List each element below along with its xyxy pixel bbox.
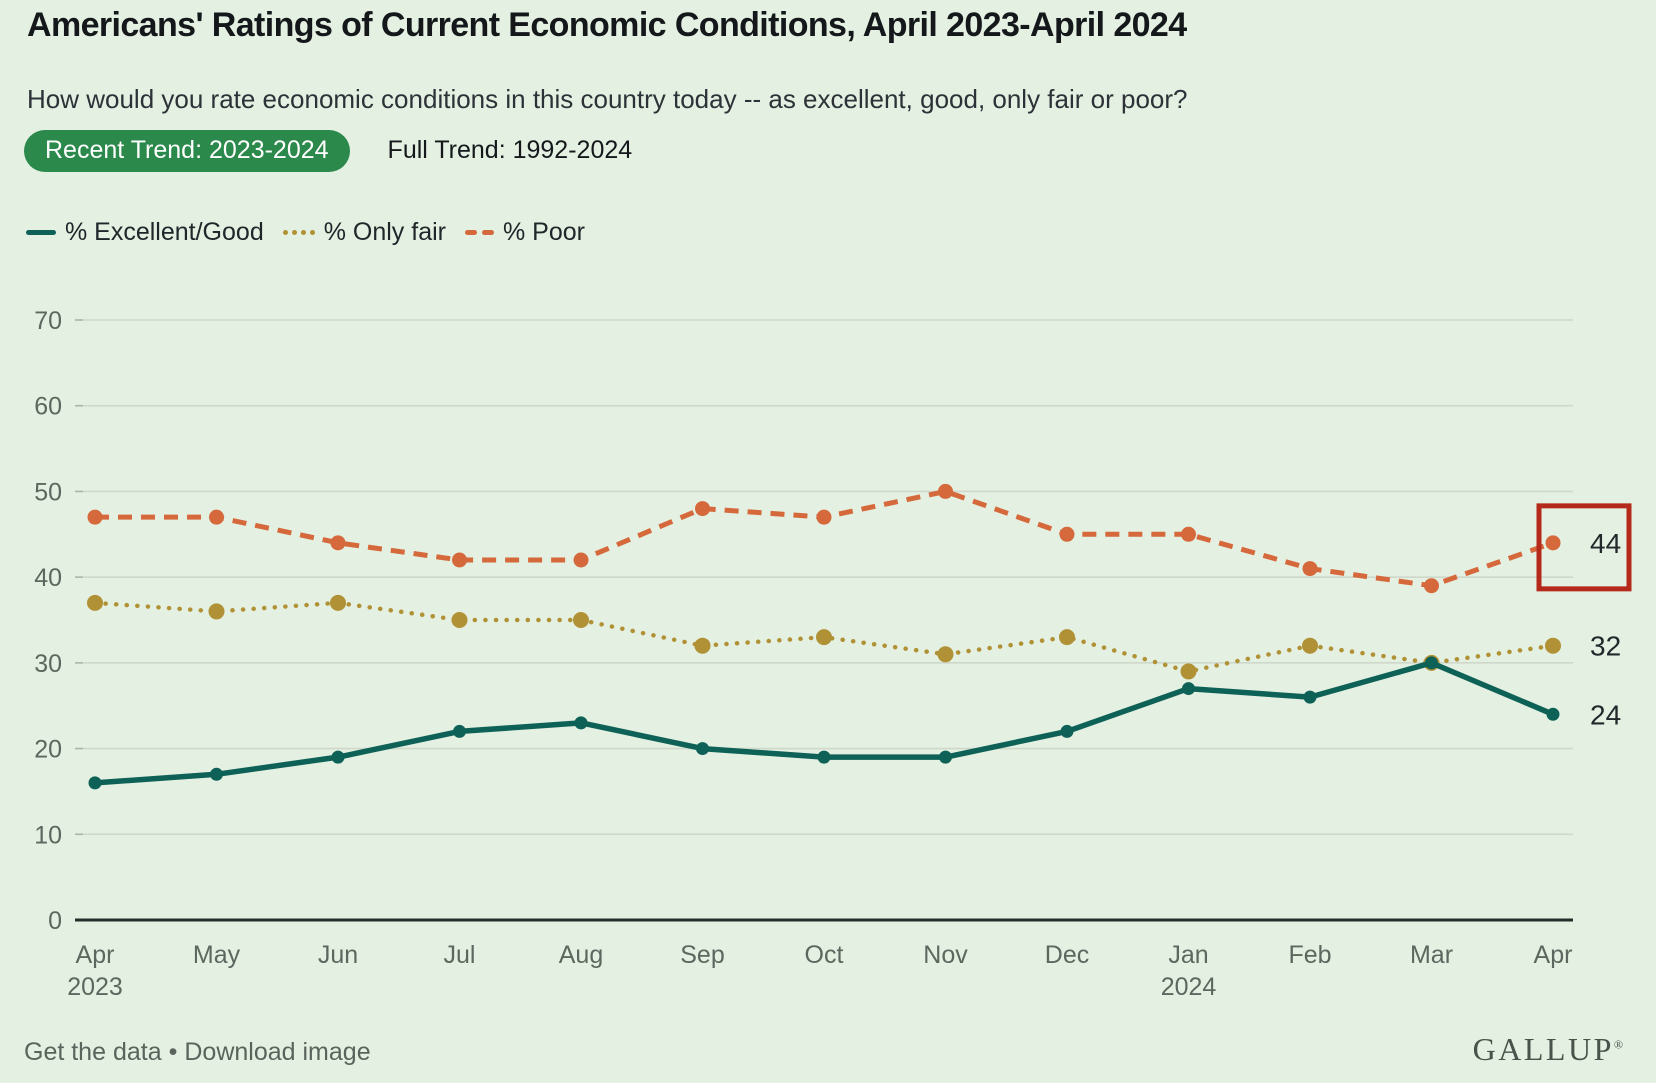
data-point [1303, 690, 1317, 704]
legend-label: % Only fair [323, 218, 446, 246]
download-image-link[interactable]: Download image [184, 1038, 371, 1066]
trend-tabs: Recent Trend: 2023-2024 Full Trend: 1992… [24, 130, 632, 172]
y-tick-label: 10 [34, 821, 62, 849]
data-point [696, 742, 709, 756]
data-point [1059, 526, 1075, 542]
x-tick-label: Mar [1410, 941, 1453, 969]
y-tick-label: 70 [34, 307, 62, 335]
x-tick-sublabel: 2024 [1161, 973, 1217, 1001]
data-point [330, 535, 346, 551]
data-point [938, 483, 953, 499]
tab-full-trend[interactable]: Full Trend: 1992-2024 [388, 130, 633, 172]
x-tick-label: Oct [805, 941, 844, 969]
highlight-box [1536, 503, 1632, 592]
legend-item-only-fair: % Only fair [282, 218, 446, 247]
x-tick-label: Feb [1288, 941, 1331, 969]
data-point [694, 637, 711, 654]
x-tick-label: Apr [76, 941, 115, 969]
series-line-dashed [95, 488, 1554, 589]
data-point [88, 776, 102, 790]
x-tick-label: Dec [1045, 941, 1089, 969]
data-point [1302, 637, 1318, 654]
data-point [1059, 629, 1075, 646]
data-point [1302, 561, 1318, 577]
data-point [87, 509, 103, 525]
legend-item-excellent-good: % Excellent/Good [26, 218, 264, 247]
data-point [451, 612, 468, 628]
data-point [939, 750, 952, 764]
page-title: Americans' Ratings of Current Economic C… [27, 6, 1187, 44]
series-end-value-label: 24 [1590, 699, 1621, 730]
data-point [452, 552, 467, 568]
y-tick-label: 30 [34, 650, 62, 678]
solid-line-swatch-icon [26, 230, 56, 235]
data-point [1545, 535, 1561, 551]
data-point [573, 552, 589, 568]
data-point [1546, 707, 1560, 721]
legend-label: % Poor [502, 218, 585, 246]
data-point [330, 594, 346, 611]
data-point [1060, 724, 1074, 738]
data-point [210, 767, 223, 781]
data-point [453, 724, 466, 738]
data-point [574, 716, 588, 730]
footer-separator: • [168, 1038, 178, 1066]
registered-mark-icon: ® [1613, 1037, 1623, 1052]
series-end-value-label: 44 [1590, 528, 1621, 559]
data-point [817, 750, 831, 764]
legend-item-poor: % Poor [464, 218, 585, 247]
x-tick-label: Jan [1168, 941, 1208, 969]
x-tick-label: Aug [559, 941, 603, 969]
line-chart: 0 10 20 30 40 50 60 70 Apr 2023 May Jun Jul Aug Sep Oct… [34, 307, 1632, 1001]
data-point [1182, 682, 1195, 696]
x-tick-label: Apr [1534, 941, 1573, 969]
data-point [695, 501, 710, 517]
y-tick-label: 50 [34, 478, 62, 506]
data-point [1545, 637, 1561, 654]
x-tick-label: Sep [680, 941, 724, 969]
data-point [816, 509, 832, 525]
series-line-solid [92, 660, 1556, 786]
data-point [331, 750, 345, 764]
data-point [1180, 663, 1197, 680]
y-tick-label: 0 [48, 907, 62, 935]
series-end-value-label: 32 [1590, 631, 1621, 662]
y-tick-label: 20 [34, 736, 62, 764]
data-point [937, 646, 954, 663]
tab-recent-trend[interactable]: Recent Trend: 2023-2024 [24, 130, 350, 172]
dashed-line-swatch-icon [464, 230, 494, 235]
legend-label: % Excellent/Good [65, 218, 264, 246]
data-point [1424, 578, 1439, 594]
data-point [1425, 656, 1438, 670]
gallup-logo: GALLUP® [1472, 1031, 1623, 1067]
x-tick-label: Nov [923, 941, 968, 969]
data-point [816, 629, 832, 646]
dotted-line-swatch-icon [282, 230, 315, 235]
footer: Get the data • Download image [24, 1038, 371, 1067]
data-point [208, 603, 225, 620]
x-tick-label: Jul [444, 941, 476, 969]
x-tick-label: Jun [318, 941, 358, 969]
data-point [87, 594, 103, 611]
y-tick-label: 40 [34, 564, 62, 592]
chart-legend: % Excellent/Good % Only fair % Poor [26, 218, 585, 247]
get-the-data-link[interactable]: Get the data [24, 1038, 162, 1066]
data-point [573, 612, 589, 628]
x-tick-sublabel: 2023 [67, 973, 123, 1001]
x-tick-label: May [193, 941, 241, 969]
data-point [1181, 526, 1196, 542]
survey-question: How would you rate economic conditions i… [27, 84, 1188, 114]
y-tick-label: 60 [34, 393, 62, 421]
data-point [209, 509, 224, 525]
